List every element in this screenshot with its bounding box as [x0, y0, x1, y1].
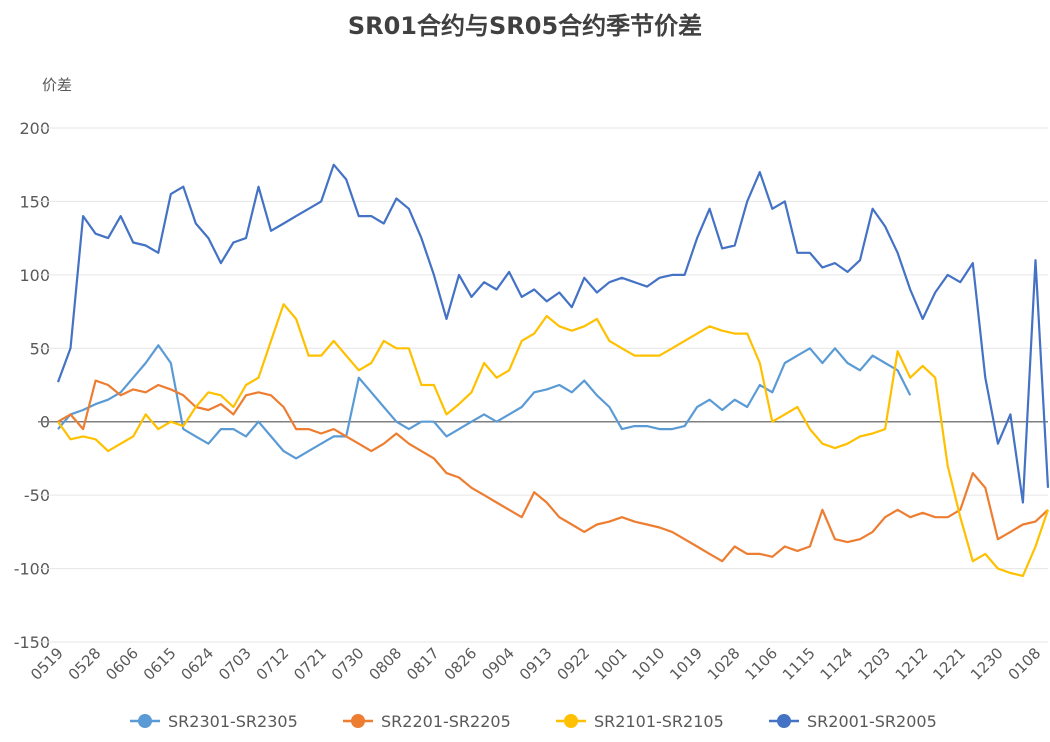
legend-label: SR2001-SR2005 [807, 712, 937, 731]
y-tick-label: 150 [19, 192, 50, 211]
x-tick-label: 0615 [140, 644, 180, 684]
legend-swatch [351, 714, 365, 728]
legend-label: SR2301-SR2305 [168, 712, 298, 731]
x-tick-label: 0606 [102, 644, 142, 684]
legend-label: SR2201-SR2205 [381, 712, 511, 731]
x-tick-label: 1221 [929, 644, 969, 684]
x-tick-label: 1019 [666, 644, 706, 684]
y-tick-label: -50 [24, 486, 50, 505]
x-tick-label: 0826 [441, 644, 481, 684]
x-tick-label: 0721 [290, 644, 330, 684]
x-tick-label: 1230 [967, 644, 1007, 684]
x-tick-label: 1001 [591, 644, 631, 684]
legend-label: SR2101-SR2105 [594, 712, 724, 731]
x-tick-label: 0808 [365, 644, 405, 684]
x-tick-label: 0913 [516, 644, 556, 684]
x-tick-label: 1212 [892, 644, 932, 684]
x-tick-label: 1106 [741, 644, 781, 684]
x-tick-label: 1010 [629, 644, 669, 684]
x-tick-label: 0712 [253, 644, 293, 684]
y-tick-label: 200 [19, 119, 50, 138]
x-tick-label: 0703 [215, 644, 255, 684]
x-tick-label: 0528 [65, 644, 105, 684]
legend-swatch [138, 714, 152, 728]
x-tick-label: 0922 [553, 644, 593, 684]
series-line [57, 303, 1050, 577]
x-tick-label: 0817 [403, 644, 443, 684]
y-axis-label: 价差 [42, 76, 72, 94]
x-tick-label: 0730 [328, 644, 368, 684]
series-line [57, 379, 1049, 563]
x-tick-label: 0624 [177, 644, 217, 684]
x-tick-label: 0108 [1005, 644, 1045, 684]
series-line [56, 163, 1050, 504]
y-tick-label: -100 [14, 560, 50, 579]
x-tick-label: 1028 [704, 644, 744, 684]
chart-title: SR01合约与SR05合约季节价差 [348, 12, 702, 40]
series-line [57, 344, 912, 460]
legend-swatch [777, 714, 791, 728]
x-tick-label: 1203 [854, 644, 894, 684]
y-tick-label: 100 [19, 266, 50, 285]
x-tick-label: 1124 [817, 644, 857, 684]
legend-swatch [564, 714, 578, 728]
x-tick-label: 1115 [779, 644, 819, 684]
y-tick-label: -150 [14, 633, 50, 652]
x-tick-label: 0904 [478, 644, 518, 684]
